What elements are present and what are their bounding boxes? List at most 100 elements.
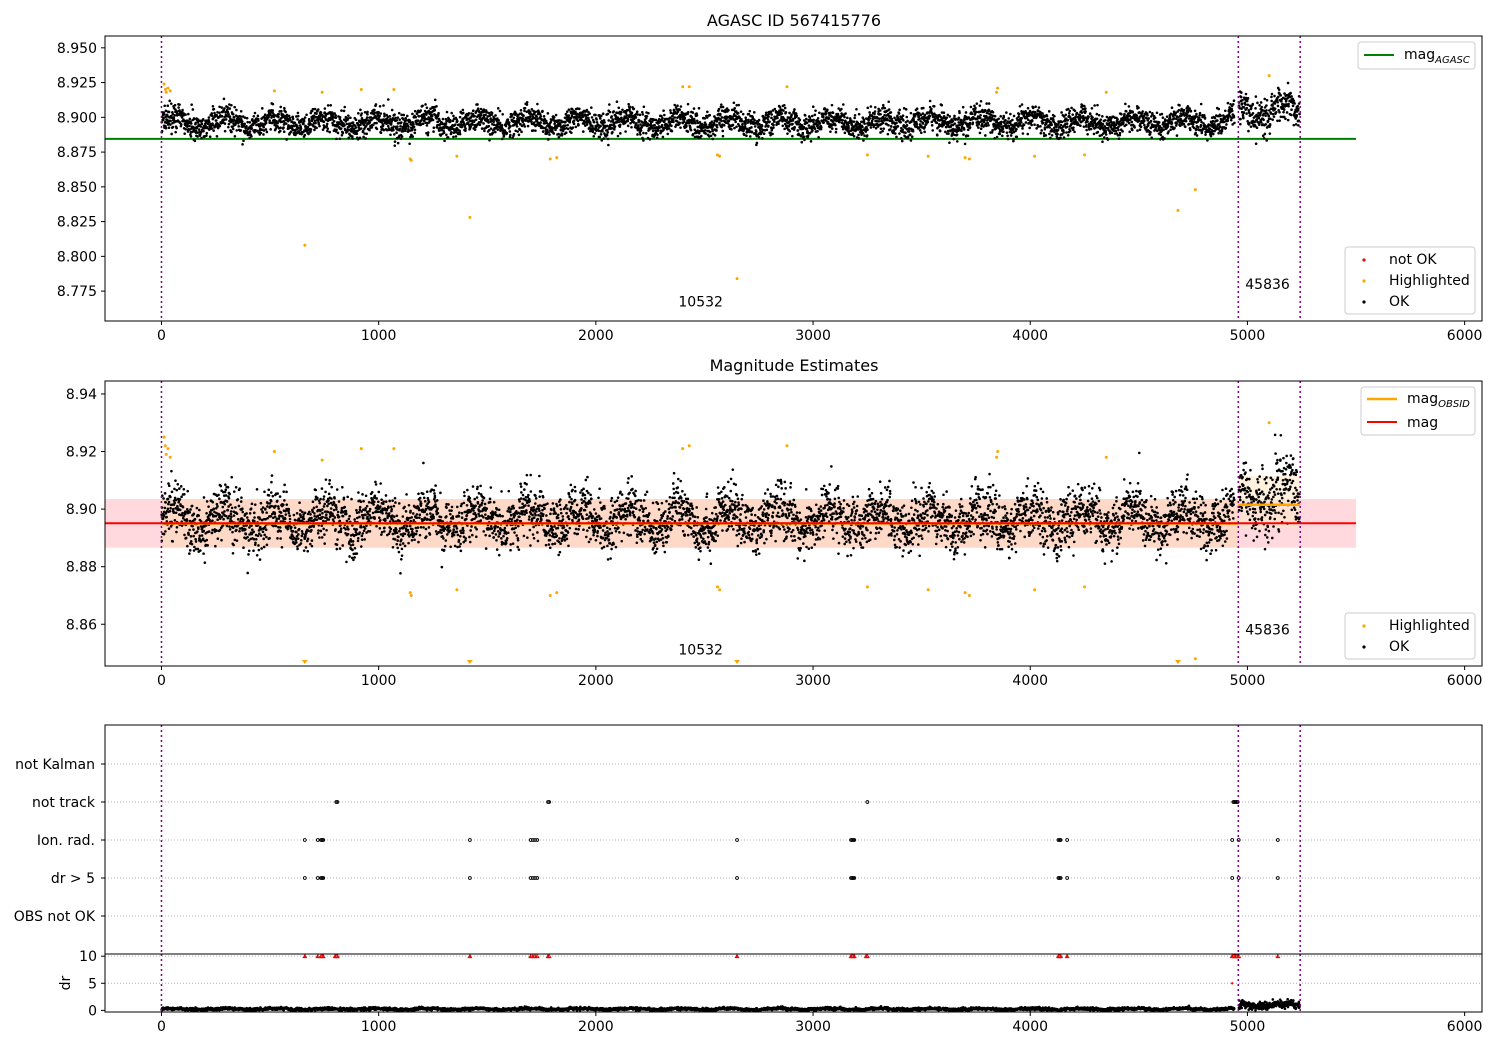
ok-point xyxy=(572,119,576,122)
ok-point xyxy=(608,110,612,114)
ok-point xyxy=(1095,117,1099,121)
ok-point xyxy=(502,134,506,137)
ok-point xyxy=(735,125,738,129)
ok-point xyxy=(413,128,417,132)
ok-point xyxy=(424,103,427,106)
ok-point xyxy=(1124,109,1128,113)
ok-point xyxy=(375,121,378,125)
ok-point xyxy=(567,114,571,117)
ok-point xyxy=(962,133,965,136)
ok-point xyxy=(358,136,362,140)
ok-point xyxy=(658,126,661,129)
ok-point xyxy=(171,125,175,129)
ok-point xyxy=(398,118,401,121)
ok-point xyxy=(228,103,231,106)
ok-point xyxy=(1000,134,1004,138)
ok-point xyxy=(235,108,238,112)
ok-point xyxy=(335,137,338,141)
ok-point xyxy=(692,117,696,121)
highlighted-point xyxy=(409,158,413,162)
ok-point xyxy=(253,130,256,134)
ok-point xyxy=(972,116,975,119)
ok-point xyxy=(968,126,972,129)
ok-point xyxy=(1141,110,1144,113)
ok-point xyxy=(645,114,649,118)
ok-point xyxy=(302,119,306,123)
highlighted-point xyxy=(735,277,739,281)
ok-point xyxy=(171,112,175,116)
ok-point xyxy=(276,125,279,128)
ok-point xyxy=(451,119,455,123)
ok-point xyxy=(1257,116,1261,120)
ok-point xyxy=(737,103,741,107)
ok-point xyxy=(683,116,687,120)
ok-point xyxy=(349,116,352,120)
ok-point xyxy=(522,114,525,117)
ok-point xyxy=(615,121,619,124)
ok-point xyxy=(211,122,214,126)
ok-point xyxy=(351,121,355,124)
ok-point xyxy=(1186,104,1190,108)
ok-point xyxy=(771,132,774,136)
ok-point xyxy=(661,135,665,139)
ok-point xyxy=(706,110,709,114)
ok-point xyxy=(748,109,752,113)
ok-point xyxy=(760,136,764,140)
ok-point xyxy=(1287,104,1290,108)
ok-point xyxy=(628,107,631,111)
ok-point xyxy=(750,130,754,134)
ok-point xyxy=(679,126,682,129)
ok-point xyxy=(222,118,226,122)
ok-point xyxy=(753,125,757,128)
ok-point xyxy=(1168,115,1172,119)
ok-point xyxy=(978,131,982,135)
ok-point xyxy=(1292,123,1296,127)
ok-point xyxy=(395,118,399,122)
ok-point xyxy=(923,130,926,134)
ok-point xyxy=(899,120,902,124)
ok-point xyxy=(570,107,574,111)
ok-point xyxy=(641,113,645,116)
ok-point xyxy=(905,115,909,119)
ok-point xyxy=(1020,103,1024,106)
ok-point xyxy=(691,111,695,114)
ok-point xyxy=(331,118,334,121)
ok-point xyxy=(413,131,417,135)
ok-point xyxy=(490,111,494,115)
ok-point xyxy=(693,135,697,139)
ok-point xyxy=(343,105,347,109)
ok-point xyxy=(686,102,690,106)
ok-point xyxy=(956,140,959,143)
ok-point xyxy=(999,122,1003,126)
ok-point xyxy=(179,123,183,126)
ok-point xyxy=(719,105,723,109)
ok-point xyxy=(712,132,715,136)
ok-point xyxy=(463,124,467,127)
ok-point xyxy=(955,133,959,136)
ok-point xyxy=(947,132,950,135)
ok-point xyxy=(561,129,565,133)
ok-point xyxy=(952,137,955,141)
ok-point xyxy=(1059,136,1062,139)
ok-point xyxy=(1149,130,1152,134)
ok-point xyxy=(373,108,376,112)
ok-point xyxy=(1127,105,1131,108)
ok-point xyxy=(1178,104,1181,107)
ok-point xyxy=(644,120,648,124)
highlighted-point xyxy=(468,215,472,219)
ok-point xyxy=(1219,114,1223,117)
ok-point xyxy=(1213,116,1217,120)
ok-point xyxy=(1124,102,1127,106)
ok-point xyxy=(228,115,232,118)
ok-point xyxy=(610,115,613,118)
ok-point xyxy=(1249,125,1253,129)
ok-point xyxy=(1056,128,1060,132)
ok-point xyxy=(1062,136,1066,139)
ok-point xyxy=(901,128,905,132)
ok-point xyxy=(401,127,404,131)
ok-point xyxy=(534,129,537,132)
ok-point xyxy=(868,111,871,114)
ok-point xyxy=(442,131,446,135)
ok-point xyxy=(626,117,630,121)
ok-point xyxy=(630,111,634,115)
